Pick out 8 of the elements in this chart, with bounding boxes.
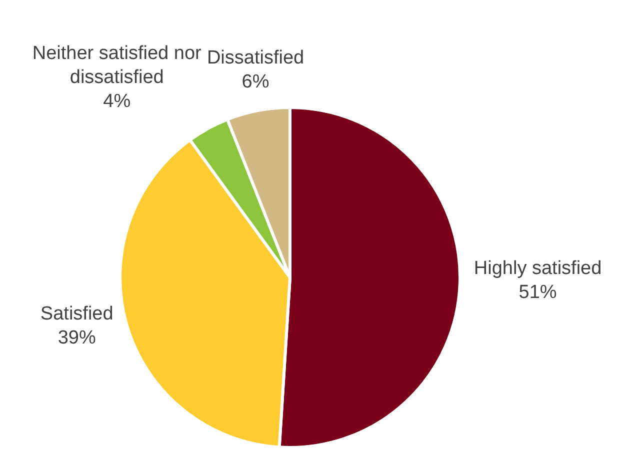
slice-label: Highly satisfied [474, 258, 602, 280]
slice-label: Dissatisfied [206, 47, 304, 68]
slice-label: Satisfied [40, 304, 114, 325]
data-label: 51% [518, 282, 557, 304]
data-label: 4% [103, 90, 131, 112]
data-label: 39% [58, 328, 96, 349]
data-label: 6% [242, 71, 270, 92]
slice-label: Neither satisfied nor dissatisfied [32, 42, 202, 88]
